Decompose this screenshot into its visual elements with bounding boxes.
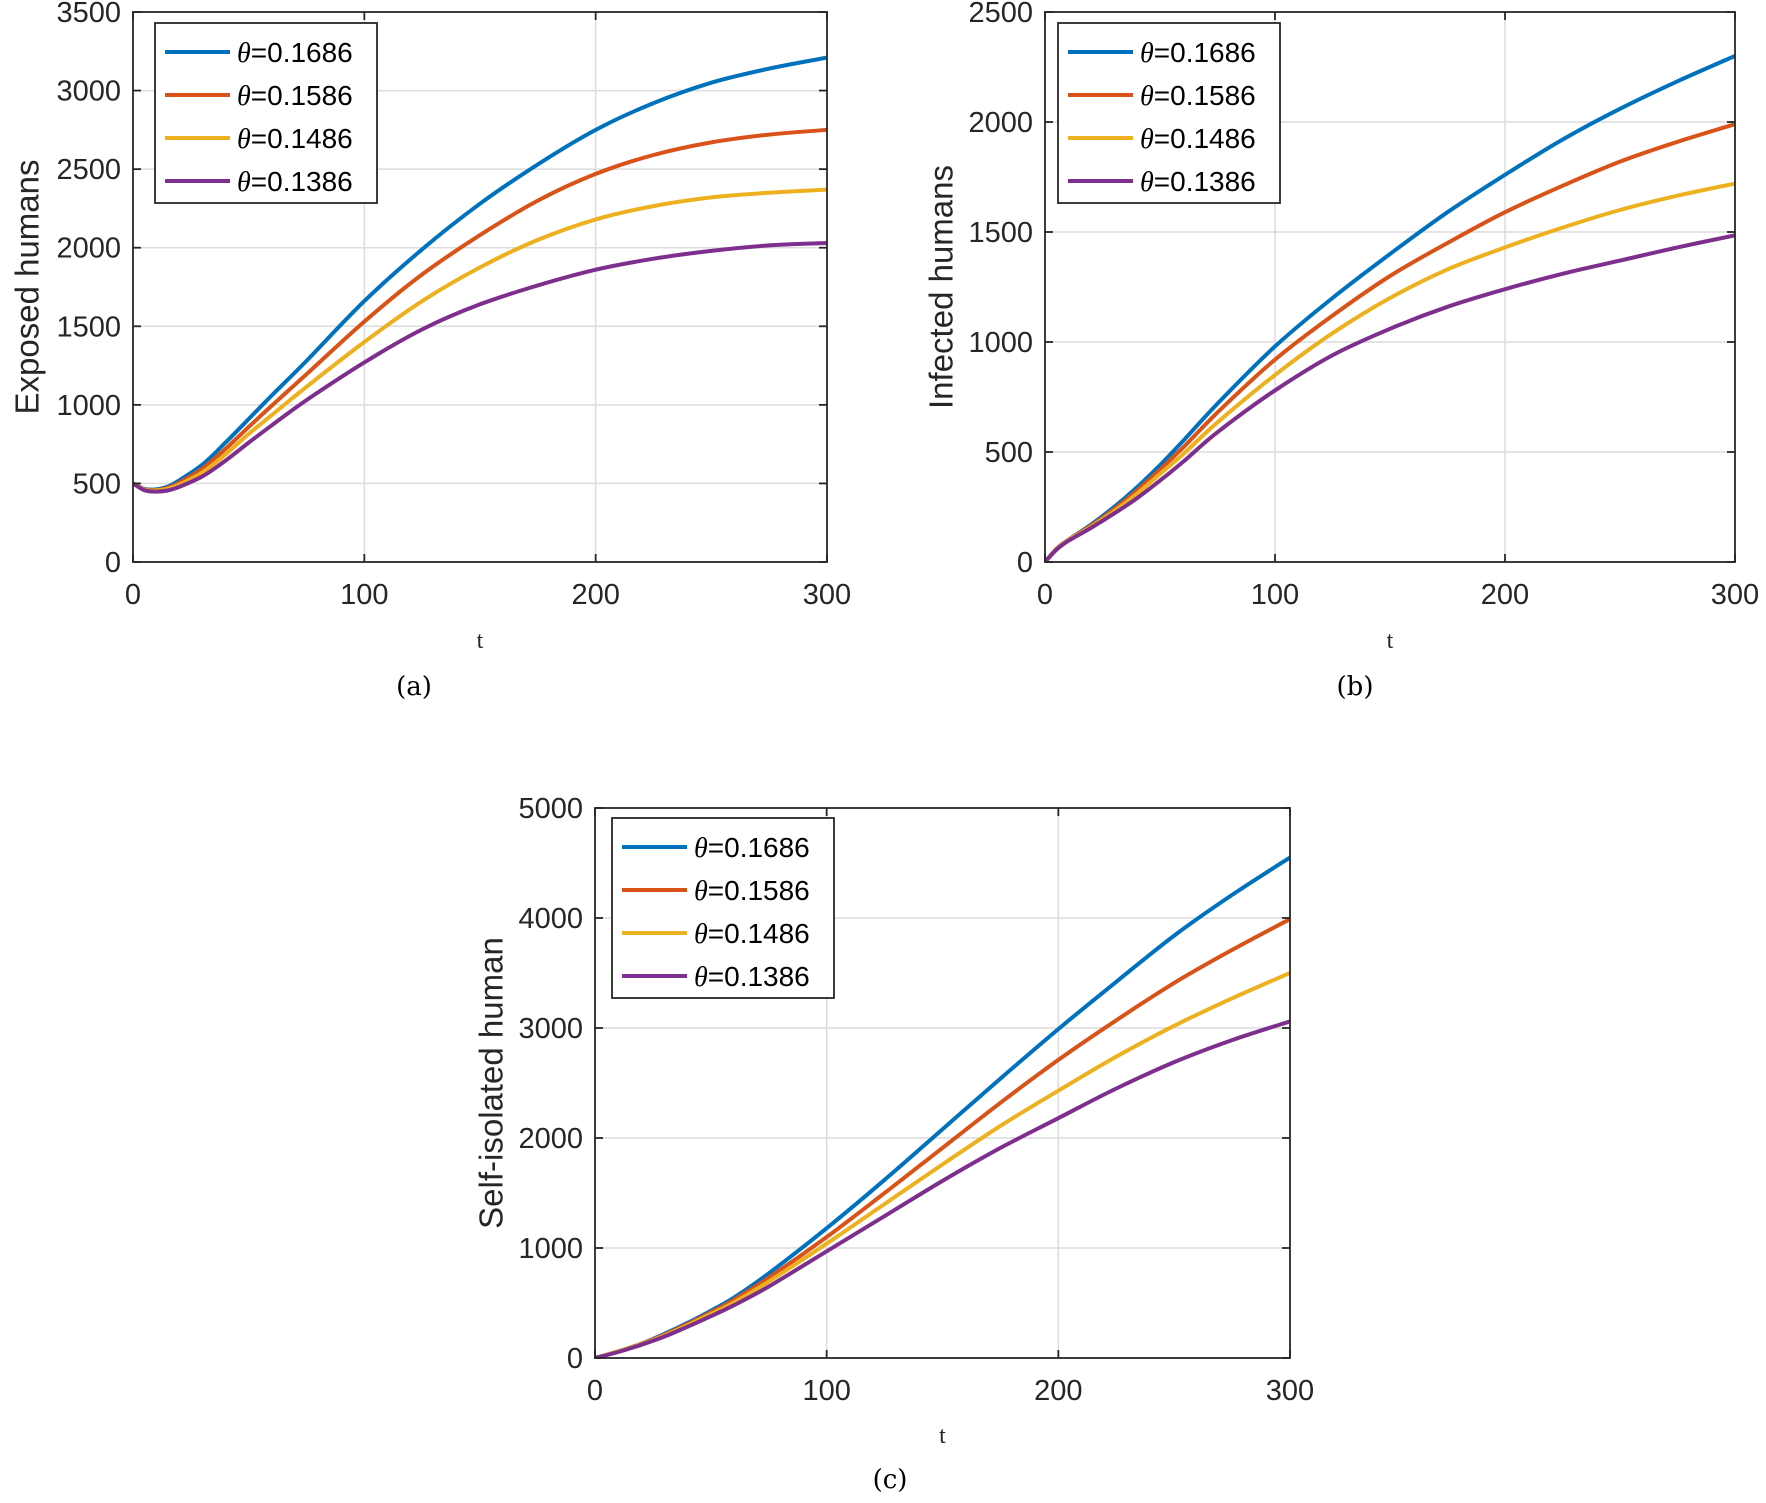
y-tick-label: 0 (1017, 547, 1033, 579)
y-tick-label: 1500 (56, 311, 121, 343)
x-tick-label: 0 (125, 579, 141, 611)
series-line-4 (595, 1019, 1290, 1358)
series-group (595, 855, 1290, 1358)
x-tick-label: 200 (1034, 1375, 1082, 1407)
legend-theta-value: =0.1586 (251, 80, 353, 111)
series-group (1045, 54, 1735, 562)
legend-theta-symbol: θ (694, 919, 708, 950)
legend-entry-4: θ=0.1386 (694, 961, 810, 993)
legend-theta-symbol: θ (237, 81, 251, 112)
x-tick-label: 0 (587, 1375, 603, 1407)
x-tick-label: 100 (1251, 579, 1299, 611)
x-axis-label: t (939, 1423, 946, 1449)
legend-entry-4: θ=0.1386 (237, 166, 353, 198)
y-tick-label: 2000 (56, 233, 121, 265)
legend-theta-symbol: θ (694, 833, 708, 864)
legend-entry-3: θ=0.1486 (694, 918, 810, 950)
legend-theta-symbol: θ (1140, 81, 1154, 112)
legend-theta-value: =0.1586 (1154, 80, 1256, 111)
x-tick-label: 0 (1037, 579, 1053, 611)
y-tick-label: 5000 (518, 793, 583, 825)
x-tick-label: 300 (1711, 579, 1759, 611)
axes-box (594, 807, 1291, 1359)
axes-box (132, 11, 828, 563)
legend-theta-value: =0.1386 (1154, 166, 1256, 197)
legend-theta-symbol: θ (237, 167, 251, 198)
legend-theta-symbol: θ (1140, 167, 1154, 198)
panel-c-self-isolated-human: 0 100 200 300010002000300040005000tSelf-iso… (473, 793, 1314, 1449)
x-tick-label: 100 (340, 579, 388, 611)
legend-entry-1: θ=0.1686 (694, 832, 810, 864)
legend-entry-1: θ=0.1686 (237, 37, 353, 69)
legend-entry-1: θ=0.1686 (1140, 37, 1256, 69)
legend-entry-2: θ=0.1586 (694, 875, 810, 907)
legend-theta-value: =0.1686 (251, 37, 353, 68)
x-tick-label: 200 (1481, 579, 1529, 611)
y-tick-label: 2500 (968, 0, 1033, 29)
y-tick-label: 2500 (56, 154, 121, 186)
y-axis-label: Infected humans (923, 165, 960, 409)
legend-theta-symbol: θ (694, 876, 708, 907)
y-tick-label: 1000 (968, 327, 1033, 359)
x-tick-label: 300 (803, 579, 851, 611)
panel-a-exposed-humans: 0 100 200 3000500100015002000250030003500tE… (9, 0, 851, 654)
y-tick-label: 0 (567, 1343, 583, 1375)
legend-entry-2: θ=0.1586 (237, 80, 353, 112)
legend-entry-3: θ=0.1486 (237, 123, 353, 155)
series-group (133, 55, 827, 494)
panel-b-infected-humans: 0 100 200 300 0 500 1000 1500 2000 2500 t Infected … (923, 0, 1759, 654)
legend-theta-symbol: θ (694, 962, 708, 993)
legend-entry-3: θ=0.1486 (1140, 123, 1256, 155)
legend-theta-value: =0.1586 (708, 875, 810, 906)
x-tick-label: 200 (571, 579, 619, 611)
legend-theta-symbol: θ (1140, 38, 1154, 69)
y-tick-label: 3000 (518, 1013, 583, 1045)
y-tick-label: 3000 (56, 76, 121, 108)
legend-entry-4: θ=0.1386 (1140, 166, 1256, 198)
series-line-4 (133, 241, 827, 494)
legend-theta-value: =0.1486 (1154, 123, 1256, 154)
y-axis-label: Exposed humans (9, 160, 46, 415)
y-axis-label: Self-isolated human (473, 937, 510, 1229)
y-tick-label: 1000 (518, 1233, 583, 1265)
axes-box (1044, 11, 1736, 563)
legend-theta-symbol: θ (237, 124, 251, 155)
legend-theta-value: =0.1686 (708, 832, 810, 863)
series-line-4 (1045, 233, 1735, 562)
y-tick-label: 500 (73, 468, 121, 500)
x-tick-label: 100 (802, 1375, 850, 1407)
legend-theta-symbol: θ (237, 38, 251, 69)
x-axis-label: t (477, 628, 484, 654)
caption-a: (a) (396, 672, 432, 702)
y-tick-label: 2000 (518, 1123, 583, 1155)
y-tick-label: 500 (985, 437, 1033, 469)
y-tick-label: 1500 (968, 217, 1033, 249)
y-tick-label: 3500 (56, 0, 121, 29)
x-tick-label: 300 (1266, 1375, 1314, 1407)
legend-theta-value: =0.1686 (1154, 37, 1256, 68)
x-axis-label: t (1387, 628, 1394, 654)
caption-c: (c) (872, 1465, 908, 1495)
legend-theta-value: =0.1486 (708, 918, 810, 949)
legend-theta-value: =0.1386 (251, 166, 353, 197)
caption-b: (b) (1336, 672, 1374, 702)
y-tick-label: 1000 (56, 390, 121, 422)
y-tick-label: 2000 (968, 107, 1033, 139)
y-tick-label: 4000 (518, 903, 583, 935)
legend-entry-2: θ=0.1586 (1140, 80, 1256, 112)
legend-theta-symbol: θ (1140, 124, 1154, 155)
legend-theta-value: =0.1386 (708, 961, 810, 992)
y-tick-label: 0 (105, 547, 121, 579)
legend-theta-value: =0.1486 (251, 123, 353, 154)
